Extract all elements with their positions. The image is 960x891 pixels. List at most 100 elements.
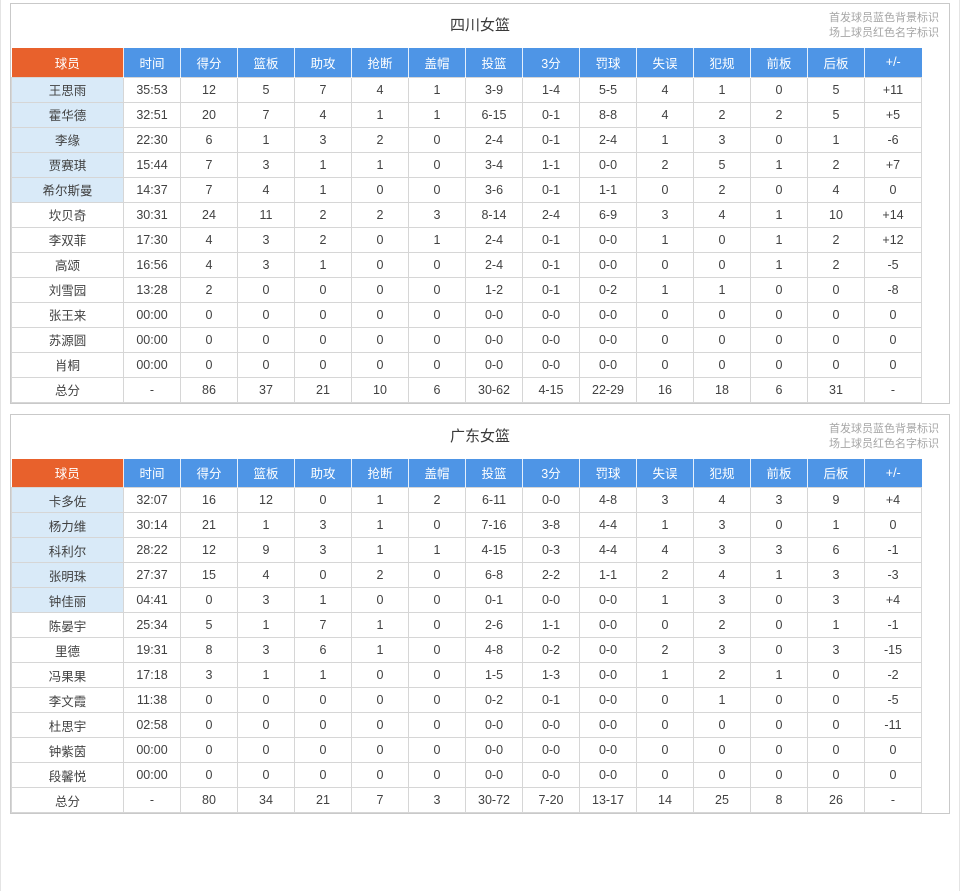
player-row: 钟紫茵 00:00 0 0 0 0 0 0-0 0-0 0-0 0 0 0 0 0 — [11, 737, 922, 763]
column-header: 时间 — [123, 458, 181, 488]
stat-cell: 0 — [351, 687, 409, 713]
stat-cell: -15 — [864, 637, 922, 663]
stat-cell: 0 — [408, 512, 466, 538]
stat-cell: 11 — [237, 201, 295, 228]
stat-cell: 0-0 — [579, 151, 637, 178]
stat-cell: 8 — [180, 637, 238, 663]
stat-cell: 0 — [693, 251, 751, 278]
stat-cell: 0 — [750, 587, 808, 613]
stat-cell: 0 — [180, 326, 238, 353]
stat-cell: 1 — [693, 76, 751, 103]
stat-cell: 0-0 — [579, 226, 637, 253]
stat-cell: 25 — [693, 787, 751, 813]
stat-cell: 0-0 — [465, 762, 523, 788]
stat-cell: -1 — [864, 537, 922, 563]
stat-cell: 3 — [693, 512, 751, 538]
stat-cell: +12 — [864, 226, 922, 253]
stat-cell: 0 — [351, 762, 409, 788]
player-row: 冯果果 17:18 3 1 1 0 0 1-5 1-3 0-0 1 2 1 0 -2 — [11, 662, 922, 688]
player-row: 杜思宇 02:58 0 0 0 0 0 0-0 0-0 0-0 0 0 0 0 -11 — [11, 712, 922, 738]
stat-cell: 2-2 — [522, 562, 580, 588]
stat-cell: 2 — [351, 201, 409, 228]
stat-cell: 2 — [750, 101, 808, 128]
team-section-sichuan: 四川女篮 首发球员蓝色背景标识 场上球员红色名字标识 球员 时间 得分 篮板 助攻 抢断盖… — [10, 3, 950, 404]
stat-cell: 4 — [636, 76, 694, 103]
stat-cell: 7 — [180, 151, 238, 178]
stat-cell: 0 — [750, 637, 808, 663]
stat-cell: 3 — [750, 537, 808, 563]
stat-cell: 17:30 — [123, 226, 181, 253]
stat-cell: 1 — [351, 612, 409, 638]
stat-cell: 0 — [750, 126, 808, 153]
stat-cell: 0 — [294, 276, 352, 303]
stat-cell: 2 — [294, 226, 352, 253]
stat-cell: 4 — [351, 76, 409, 103]
stat-cell: 0-2 — [522, 637, 580, 663]
stat-cell: 3 — [636, 201, 694, 228]
stat-cell: 4 — [180, 251, 238, 278]
stat-cell: 1 — [408, 101, 466, 128]
stat-cell: 1 — [351, 637, 409, 663]
stat-cell: 31 — [807, 376, 865, 403]
stat-cell: 35:53 — [123, 76, 181, 103]
player-name-cell: 冯果果 — [11, 662, 124, 688]
player-name-cell: 段馨悦 — [11, 762, 124, 788]
stat-cell: 1 — [237, 662, 295, 688]
stat-cell: 0 — [807, 762, 865, 788]
stat-cell: 5 — [180, 612, 238, 638]
column-header: 时间 — [123, 48, 181, 77]
stat-cell: 0 — [237, 276, 295, 303]
stat-cell: 2 — [351, 126, 409, 153]
stat-cell: 0 — [351, 226, 409, 253]
legend-line-oncourt: 场上球员红色名字标识 — [829, 437, 939, 450]
stat-cell: -11 — [864, 712, 922, 738]
column-header: 投篮 — [465, 458, 523, 488]
player-name-cell: 李双菲 — [11, 226, 124, 253]
stat-cell: 2-4 — [465, 226, 523, 253]
column-header: 3分 — [522, 48, 580, 77]
stat-cell: 1 — [351, 512, 409, 538]
stat-cell: +14 — [864, 201, 922, 228]
stat-cell: 1 — [636, 126, 694, 153]
stat-cell: 4-8 — [465, 637, 523, 663]
stat-cell: 0-1 — [522, 226, 580, 253]
stat-cell: 0 — [180, 687, 238, 713]
column-header: 后板 — [807, 458, 865, 488]
stat-cell: 7 — [294, 612, 352, 638]
stat-cell: 0-0 — [579, 251, 637, 278]
stat-cell: 00:00 — [123, 301, 181, 328]
stat-cell: 13:28 — [123, 276, 181, 303]
stat-cell: 2 — [807, 251, 865, 278]
stat-cell: 0 — [408, 587, 466, 613]
stat-cell: 0-2 — [465, 687, 523, 713]
stat-cell: 0 — [693, 301, 751, 328]
player-row: 钟佳丽 04:41 0 3 1 0 0 0-1 0-0 0-0 1 3 0 3 +4 — [11, 587, 922, 613]
stat-cell: 37 — [237, 376, 295, 403]
stat-cell: 8-8 — [579, 101, 637, 128]
stat-cell: 0 — [750, 176, 808, 203]
stat-cell: 3 — [807, 637, 865, 663]
stat-cell: 2 — [807, 226, 865, 253]
stat-cell: 0 — [864, 512, 922, 538]
stat-cell: 3 — [693, 126, 751, 153]
stat-cell: 30:14 — [123, 512, 181, 538]
stat-cell: 0-1 — [522, 176, 580, 203]
stat-cell: 4 — [180, 226, 238, 253]
stat-cell: 7-20 — [522, 787, 580, 813]
stat-cell: 28:22 — [123, 537, 181, 563]
stat-cell: 0-1 — [465, 587, 523, 613]
player-name-cell: 贾赛琪 — [11, 151, 124, 178]
stat-cell: 0 — [237, 762, 295, 788]
stat-cell: 25:34 — [123, 612, 181, 638]
stat-cell: 4 — [807, 176, 865, 203]
stat-cell: 3 — [408, 201, 466, 228]
stat-cell: 2 — [693, 612, 751, 638]
player-row: 肖桐 00:00 0 0 0 0 0 0-0 0-0 0-0 0 0 0 0 0 — [11, 351, 922, 378]
stat-cell: 0 — [693, 226, 751, 253]
stat-cell: - — [864, 376, 922, 403]
stat-cell: 3 — [237, 151, 295, 178]
stat-cell: 0-0 — [465, 712, 523, 738]
stat-cell: 1 — [408, 537, 466, 563]
stat-cell: 3 — [408, 787, 466, 813]
stat-cell: 5 — [693, 151, 751, 178]
